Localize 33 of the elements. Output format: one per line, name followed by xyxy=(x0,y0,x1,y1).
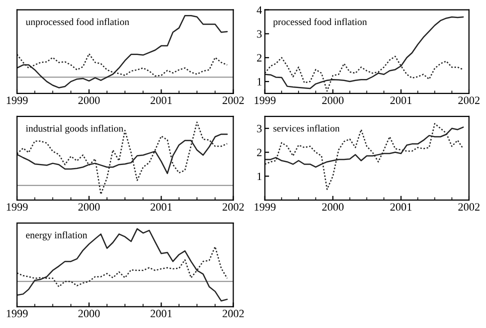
chart-title: energy inflation xyxy=(26,231,88,240)
x-tick-label: 2001 xyxy=(150,310,172,318)
x-tick-label: 1999 xyxy=(6,310,28,318)
y-tick-label: 3 xyxy=(257,30,262,38)
y-tick-label: 2 xyxy=(257,54,262,62)
text: services inflation xyxy=(273,124,340,132)
x-tick-label: 2002 xyxy=(222,203,244,211)
x-tick-label: 2001 xyxy=(390,96,412,104)
chart-title: industrial goods inflation xyxy=(26,124,124,134)
x-tick-label: 2000 xyxy=(322,96,344,104)
x-tick-label: 2000 xyxy=(78,203,100,211)
x-tick-label: 2002 xyxy=(222,96,244,104)
x-tick-label: 1999 xyxy=(254,96,276,104)
y-tick-label: 1 xyxy=(258,172,262,180)
y-tick-label: 3 xyxy=(257,124,262,132)
x-tick-label: 2000 xyxy=(78,310,100,318)
x-tick-label: 2002 xyxy=(458,96,480,104)
chart-title: unprocessed food inflation xyxy=(26,18,130,28)
x-tick-label: 1999 xyxy=(254,203,276,211)
line-series xyxy=(264,122,464,190)
x-tick-label: 2002 xyxy=(458,203,480,211)
x-tick-label: 2002 xyxy=(222,310,244,318)
y-tick-label: 1 xyxy=(258,78,262,86)
x-tick-label: 1999 xyxy=(6,96,28,104)
x-tick-label: 2001 xyxy=(150,96,172,104)
text: processed food inflation xyxy=(273,18,367,28)
y-tick-label: 2 xyxy=(257,148,262,156)
y-tick-label: 4 xyxy=(256,6,262,14)
x-tick-label: 2000 xyxy=(78,96,100,104)
x-tick-label: 2000 xyxy=(322,203,344,211)
x-tick-label: 2001 xyxy=(390,203,412,211)
x-tick-label: 2001 xyxy=(150,203,172,211)
x-tick-label: 1999 xyxy=(6,203,28,211)
